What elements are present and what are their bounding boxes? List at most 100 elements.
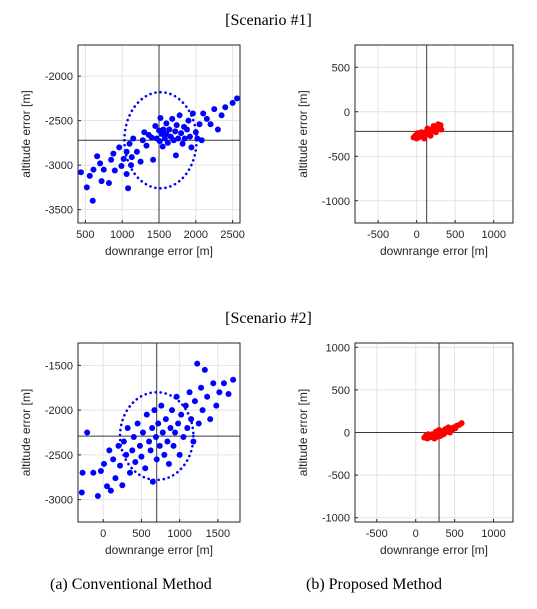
data-point (183, 126, 190, 133)
data-point (139, 137, 146, 144)
data-point (118, 163, 125, 170)
data-point (163, 131, 170, 137)
data-point (147, 447, 154, 454)
y-axis-label: altitude error [m] (19, 389, 33, 476)
data-point (138, 453, 145, 460)
data-point (149, 425, 156, 432)
y-axis-label: altitude error [m] (296, 90, 310, 177)
data-point (458, 420, 465, 427)
data-point (108, 156, 115, 163)
data-point (424, 125, 431, 132)
data-point (155, 420, 162, 427)
data-point (106, 447, 113, 454)
data-point (188, 144, 195, 151)
data-point (133, 148, 140, 155)
data-point (214, 126, 221, 133)
data-point (198, 384, 205, 391)
x-tick-label: 1000 (481, 528, 505, 540)
y-tick-label: -500 (328, 151, 350, 163)
data-point (445, 424, 452, 431)
data-point (194, 360, 201, 367)
caption-conventional-method: (a) Conventional Method (50, 576, 212, 593)
data-point (139, 429, 146, 436)
y-tick-label: -3500 (45, 205, 73, 217)
data-point (164, 139, 171, 146)
data-point (430, 122, 437, 129)
y-tick-label: -3000 (45, 160, 73, 172)
data-point (86, 172, 93, 179)
plot-panel-1: 500 1000 1500 2000 2500 -3500 -3000 -2500 -2000 d… (19, 44, 245, 258)
data-point (199, 407, 206, 414)
data-point (152, 433, 159, 440)
x-tick-label: -500 (367, 229, 389, 241)
data-point (132, 459, 139, 466)
data-point (213, 402, 220, 409)
data-point (180, 433, 187, 440)
data-point (143, 142, 150, 149)
data-point (167, 425, 174, 432)
data-point (124, 425, 131, 432)
data-point (200, 110, 207, 117)
data-point (438, 126, 445, 133)
x-tick-label: 500 (76, 229, 94, 241)
data-point (169, 115, 176, 122)
x-tick-label: 500 (132, 528, 150, 540)
data-point (159, 429, 166, 436)
data-point (234, 95, 241, 102)
data-point (156, 442, 163, 449)
data-point (125, 185, 132, 192)
y-tick-label: -1500 (45, 360, 73, 372)
data-point (425, 431, 432, 438)
data-point (207, 416, 214, 423)
data-point (120, 155, 127, 162)
y-tick-label: 0 (344, 428, 350, 440)
data-point (117, 462, 124, 469)
data-point (195, 420, 202, 427)
data-point (216, 389, 223, 396)
data-point (182, 402, 189, 409)
plot-panel-3: 0 500 1000 1500 -3000 -2500 -2000 -1500 downrang… (19, 342, 241, 557)
data-point (186, 389, 193, 396)
data-point (427, 132, 434, 139)
data-point (230, 376, 237, 383)
data-point (181, 135, 188, 142)
data-point (123, 148, 130, 155)
data-point (435, 121, 442, 128)
data-point (128, 154, 135, 161)
data-point (142, 465, 149, 472)
data-point (148, 134, 155, 141)
data-point (134, 420, 141, 427)
data-point (79, 469, 86, 476)
y-tick-label: 1000 (326, 342, 350, 354)
data-point (84, 429, 91, 436)
data-point (421, 135, 428, 142)
scenario-1-title: [Scenario #1] (225, 12, 312, 29)
data-point (78, 489, 85, 496)
data-point (446, 429, 453, 436)
data-point (89, 197, 96, 204)
data-point (130, 135, 137, 142)
y-tick-label: -2500 (45, 116, 73, 128)
data-point (192, 129, 199, 136)
data-point (222, 104, 229, 111)
y-tick-label: -3000 (45, 495, 73, 507)
x-tick-label: 1000 (167, 528, 191, 540)
data-point (172, 152, 179, 159)
data-point (436, 426, 443, 433)
data-point (176, 112, 183, 119)
data-point (191, 398, 198, 405)
data-point (123, 451, 130, 458)
data-point (156, 138, 163, 145)
data-point (173, 393, 180, 400)
data-point (120, 438, 127, 445)
data-point (100, 460, 107, 467)
x-tick-label: 500 (446, 229, 464, 241)
data-point (158, 402, 165, 409)
data-point (211, 106, 218, 113)
data-point (434, 433, 441, 440)
y-tick-label: -500 (328, 470, 350, 482)
data-point (163, 120, 170, 127)
data-point (229, 99, 236, 106)
data-point (218, 112, 225, 119)
